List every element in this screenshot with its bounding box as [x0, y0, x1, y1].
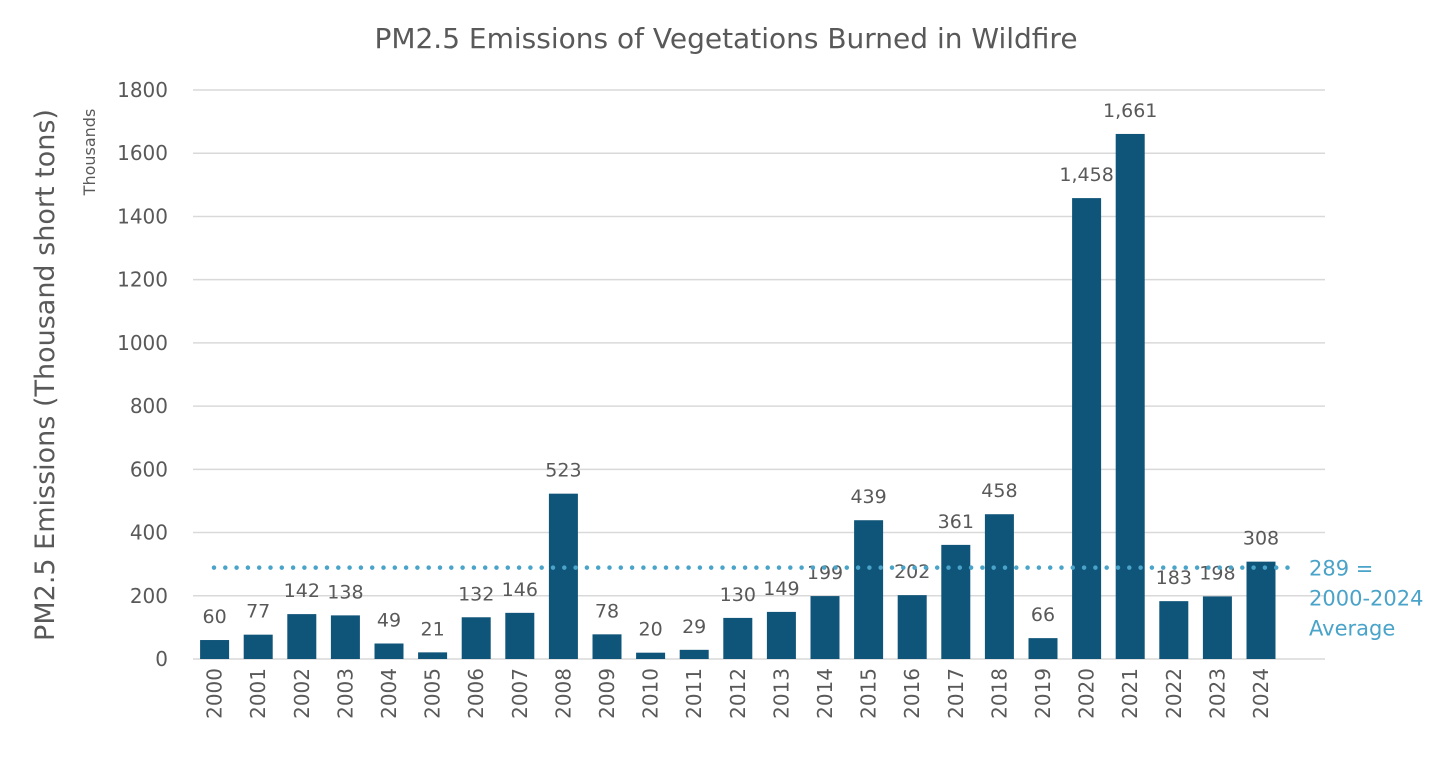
- bars: [200, 133, 1276, 660]
- chart-title: PM2.5 Emissions of Vegetations Burned in…: [374, 22, 1077, 55]
- bar-2024: [1246, 561, 1276, 659]
- bar-2013: [766, 611, 796, 659]
- x-tick-label: 2001: [246, 668, 270, 719]
- bar-2005: [418, 652, 448, 659]
- data-label: 142: [284, 580, 320, 602]
- y-tick-label: 800: [130, 394, 168, 418]
- bar-2006: [461, 617, 491, 659]
- y-tick-label: 1800: [117, 78, 168, 102]
- data-label: 138: [327, 581, 363, 603]
- bar-2016: [897, 595, 927, 659]
- bar-2019: [1028, 638, 1058, 659]
- data-label: 199: [807, 562, 843, 584]
- y-tick-label: 1400: [117, 204, 168, 228]
- y-tick-label: 400: [130, 521, 168, 545]
- gridlines: [193, 89, 1325, 660]
- bar-2003: [330, 615, 360, 659]
- bar-2001: [243, 634, 273, 659]
- data-label: 308: [1243, 528, 1279, 550]
- x-tick-label: 2022: [1162, 668, 1186, 719]
- bar-2015: [854, 520, 884, 659]
- bar-2010: [636, 652, 666, 659]
- y-axis-label: PM2.5 Emissions (Thousand short tons): [30, 109, 61, 641]
- data-label: 77: [246, 601, 270, 623]
- x-tick-label: 2010: [639, 668, 663, 719]
- x-tick-label: 2000: [203, 668, 227, 719]
- bar-2017: [941, 544, 971, 659]
- y-tick-label: 200: [130, 584, 168, 608]
- data-label: 21: [421, 618, 445, 640]
- data-label: 130: [720, 584, 756, 606]
- bar-2000: [200, 640, 230, 659]
- x-tick-label: 2024: [1249, 668, 1273, 719]
- data-label: 20: [639, 619, 663, 641]
- data-label: 146: [502, 579, 538, 601]
- bar-2014: [810, 596, 840, 659]
- y-units-label: Thousands: [80, 109, 99, 197]
- data-label: 149: [763, 578, 799, 600]
- x-tick-label: 2023: [1205, 668, 1229, 719]
- data-label: 132: [458, 583, 494, 605]
- data-label: 1,661: [1103, 100, 1157, 122]
- x-tick-label: 2005: [421, 668, 445, 719]
- bar-2002: [287, 614, 317, 659]
- x-tick-label: 2013: [769, 668, 793, 719]
- x-tick-label: 2012: [726, 668, 750, 719]
- x-tick-label: 2018: [987, 668, 1011, 719]
- bar-2021: [1115, 133, 1145, 659]
- data-label: 183: [1156, 567, 1192, 589]
- data-label: 60: [203, 606, 227, 628]
- y-tick-label: 0: [155, 647, 168, 671]
- average-label: 289 = 2000-2024 Average: [1309, 557, 1423, 641]
- x-tick-label: 2006: [464, 668, 488, 719]
- x-tick-label: 2021: [1118, 668, 1142, 719]
- x-axis-ticks: 2000 2001 2002 2003 2004 2005 2006 2007 2008 2009…: [203, 668, 1273, 719]
- data-label: 49: [377, 610, 401, 632]
- bar-2008: [548, 493, 578, 659]
- x-tick-label: 2014: [813, 668, 837, 719]
- average-label-line: Average: [1309, 617, 1395, 641]
- data-label: 458: [981, 480, 1017, 502]
- bar-2020: [1072, 198, 1102, 660]
- bar-2018: [984, 514, 1014, 659]
- average-label-line: 2000-2024: [1309, 587, 1423, 611]
- data-label: 523: [545, 460, 581, 482]
- data-label: 439: [850, 486, 886, 508]
- y-axis-ticks: 0 200 400 600 800 1000 1200 1400 1600 1800: [117, 78, 168, 671]
- x-tick-label: 2017: [944, 668, 968, 719]
- data-label: 66: [1031, 604, 1055, 626]
- x-tick-label: 2007: [508, 668, 532, 719]
- data-label: 1,458: [1059, 164, 1113, 186]
- x-tick-label: 2008: [551, 668, 575, 719]
- x-tick-label: 2009: [595, 668, 619, 719]
- x-tick-label: 2019: [1031, 668, 1055, 719]
- x-tick-label: 2011: [682, 668, 706, 719]
- x-tick-label: 2016: [900, 668, 924, 719]
- bar-2004: [374, 643, 404, 659]
- y-tick-label: 1000: [117, 331, 168, 355]
- data-label: 29: [682, 616, 706, 638]
- data-label: 202: [894, 561, 930, 583]
- average-label-line: 289 =: [1309, 557, 1373, 581]
- data-label: 361: [938, 511, 974, 533]
- bar-2022: [1159, 601, 1189, 659]
- x-tick-label: 2003: [333, 668, 357, 719]
- x-tick-label: 2002: [290, 668, 314, 719]
- bar-2009: [592, 634, 622, 659]
- x-tick-label: 2015: [857, 668, 881, 719]
- bar-2007: [505, 612, 535, 659]
- bar-2023: [1202, 596, 1232, 659]
- x-tick-label: 2004: [377, 668, 401, 719]
- x-tick-label: 2020: [1075, 668, 1099, 719]
- bar-2011: [679, 649, 709, 659]
- bar-2012: [723, 617, 753, 659]
- y-tick-label: 1600: [117, 141, 168, 165]
- y-tick-label: 600: [130, 457, 168, 481]
- data-label: 78: [595, 600, 619, 622]
- y-tick-label: 1200: [117, 268, 168, 292]
- data-labels: 60 77 142 138 49 21 132 146 523 78 20 29 130 149 199 43…: [203, 100, 1280, 641]
